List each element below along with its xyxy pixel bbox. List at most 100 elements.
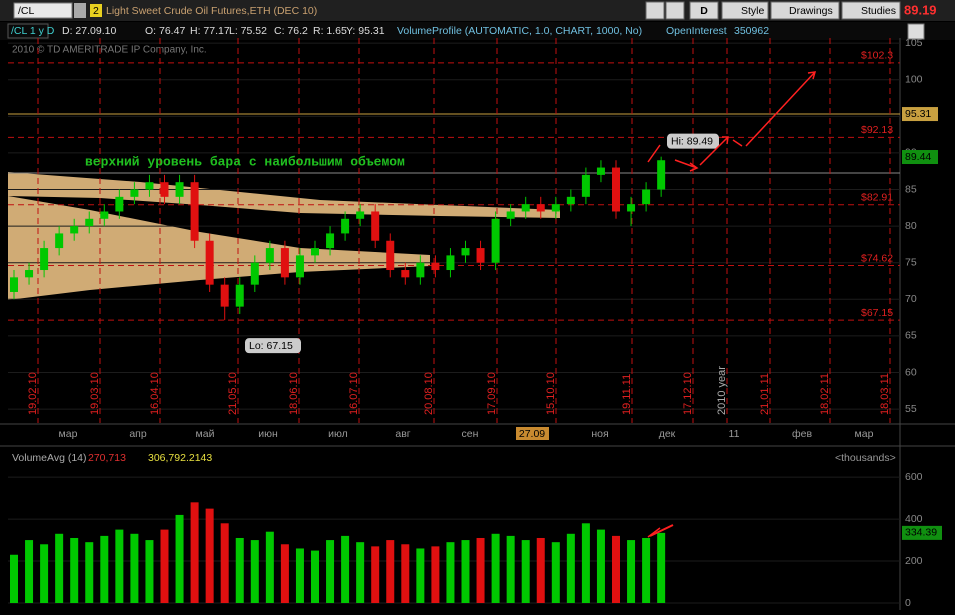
price-tag — [902, 107, 938, 122]
volume-bar — [521, 540, 530, 603]
volume-bar — [250, 540, 259, 603]
link: 2 — [93, 5, 99, 17]
period-btn[interactable] — [689, 1, 719, 20]
candle-body — [341, 218, 350, 234]
hi-bubble — [667, 133, 719, 149]
x-tick-label: мар — [855, 428, 874, 440]
volume-bar — [506, 535, 515, 603]
info-bar — [0, 22, 955, 40]
candle-body — [25, 270, 34, 278]
date-line-label: 20.08.10 — [423, 372, 435, 415]
date-line-label: 18.06.10 — [288, 372, 300, 415]
info-field: H: 77.17 — [190, 25, 230, 37]
copyright: 2010 © TD AMERITRADE IP Company, Inc. — [12, 45, 207, 56]
candle-body — [627, 204, 636, 212]
volume-bar — [401, 544, 410, 603]
x-tick-label: 11 — [729, 428, 740, 440]
legend-item: 270,713 — [88, 452, 126, 464]
y-tick-label: 400 — [905, 513, 923, 525]
y-tick-label: 0 — [905, 597, 911, 609]
hi-label: Hi: 89.49 — [671, 135, 713, 147]
level-label: $74.62 — [861, 252, 893, 264]
info-field: C: 76.2 — [274, 25, 308, 37]
candle-body — [581, 174, 590, 197]
date-line-label: 16.07.10 — [348, 372, 360, 415]
candle-body — [386, 240, 395, 271]
volume-bar — [160, 529, 169, 603]
candle-body — [356, 211, 365, 219]
candle-body — [596, 167, 605, 175]
volume-bar — [431, 546, 440, 603]
candle-body — [280, 248, 289, 278]
x-tick-label: 27.09 — [519, 428, 545, 440]
volume-bar — [326, 540, 335, 603]
date-line-label: 19.03.10 — [89, 372, 101, 415]
candle-body — [220, 284, 229, 307]
price-tag — [902, 150, 938, 165]
candle-body — [115, 196, 124, 212]
y-tick-label: 600 — [905, 471, 923, 483]
symbol-box[interactable] — [13, 2, 73, 19]
units: <thousands> — [835, 452, 896, 464]
candle-body — [536, 204, 545, 212]
info-field: L: 75.52 — [229, 25, 267, 37]
tool-btn[interactable] — [665, 1, 685, 20]
candle-body — [431, 262, 440, 271]
volume-bar — [461, 540, 470, 603]
lo-bubble — [245, 338, 301, 354]
price-tag-label: 89.44 — [905, 151, 931, 163]
last-tag — [902, 525, 942, 540]
tool-btn[interactable] — [645, 1, 665, 20]
candle-body — [160, 182, 169, 197]
candle-body — [235, 284, 244, 307]
candle-body — [416, 262, 425, 278]
candle-body — [190, 182, 199, 241]
candle-body — [551, 204, 560, 212]
candle-body — [491, 218, 500, 263]
last-price: 89.19 — [904, 2, 937, 17]
volume-bar — [10, 554, 18, 603]
symbol-dropdown[interactable] — [74, 3, 86, 18]
drawings-btn[interactable] — [770, 1, 840, 20]
symbol: /CL — [18, 5, 35, 17]
volume-bar — [446, 542, 455, 603]
x-tick-label: дек — [659, 428, 676, 440]
volume-bar — [220, 523, 229, 603]
y-tick-label: 60 — [905, 366, 917, 378]
volume-bar — [612, 535, 620, 603]
date-line-label: 15.10.10 — [545, 372, 557, 415]
chart-id: /CL 1 y D — [11, 25, 55, 37]
volume-bar — [476, 537, 485, 603]
volume-bar — [356, 542, 365, 603]
description: Light Sweet Crude Oil Futures,ETH (DEC 1… — [106, 5, 317, 17]
drawings — [647, 71, 817, 538]
link-box[interactable] — [90, 4, 102, 17]
lo-label: Lo: 67.15 — [249, 340, 293, 352]
volume-bar — [265, 531, 274, 603]
style-btn[interactable] — [721, 1, 769, 20]
candle-body — [326, 233, 335, 249]
price-tag-label: 95.31 — [905, 108, 931, 120]
candle-body — [521, 204, 530, 212]
volume-bar — [581, 523, 590, 603]
candle-body — [642, 189, 651, 205]
legend-item: VolumeAvg (14) — [12, 452, 87, 464]
volume-bar — [642, 537, 651, 603]
candle-body — [446, 255, 455, 271]
volume-bar — [491, 533, 500, 603]
date-line-label: 19.11.11 — [621, 374, 633, 415]
volume-bar — [416, 548, 425, 603]
date-line-label: 16.04.10 — [149, 372, 161, 415]
level-label: $82.91 — [861, 192, 893, 204]
last-tag-label: 334.39 — [905, 527, 937, 539]
info-field: D: 27.09.10 — [62, 25, 116, 37]
level-label: $92.13 — [861, 124, 893, 136]
studies-btn[interactable] — [841, 1, 901, 20]
volume-bar — [145, 540, 154, 603]
volume-bar — [596, 529, 605, 603]
y-tick-label: 100 — [905, 74, 923, 86]
y-tick-label: 105 — [905, 37, 923, 49]
settings-btn[interactable] — [907, 23, 925, 40]
date-line-label: 2010 year — [716, 366, 728, 415]
candle-body — [265, 248, 274, 263]
